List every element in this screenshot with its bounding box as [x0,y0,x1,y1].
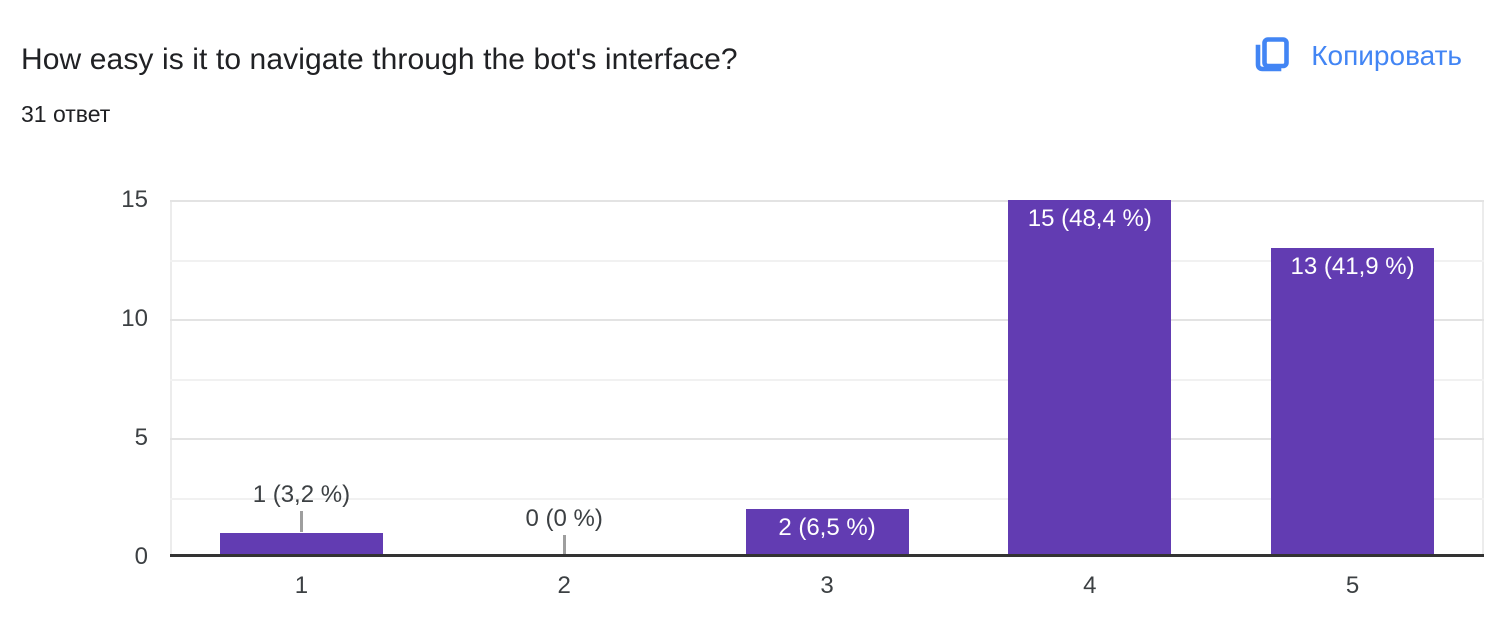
y-axis-label: 15 [121,186,148,213]
annotation-stem [562,535,566,556]
y-axis-label: 10 [121,305,148,332]
bar [219,533,383,557]
x-axis-label: 5 [1345,572,1360,599]
x-axis-label: 1 [294,572,309,599]
copy-icon [1250,34,1294,78]
bar-value-label: 2 (6,5 %) [778,514,876,542]
annotation-stem [299,511,303,533]
gridline [170,497,1484,500]
responses-count: 31 ответ [21,101,111,127]
copy-button[interactable]: Копировать [1248,28,1464,84]
gridline [170,438,1484,440]
bar [1008,200,1172,557]
gridline [170,378,1484,381]
y-axis-label: 0 [134,543,148,570]
gridline [170,259,1484,262]
x-axis-label: 4 [1083,572,1097,599]
bar [745,509,909,557]
x-axis-line [170,554,1484,557]
x-axis: 1 2 3 4 5 [170,562,1484,602]
y-axis: 0 5 10 15 [0,186,148,570]
x-axis-label: 2 [557,572,571,599]
plot-area: 1 (3,2 %) 0 (0 %) 2 (6,5 %) 15 (48,4 %) 13 (… [170,200,1484,557]
copy-button-label: Копировать [1311,40,1462,71]
x-axis-label: 3 [820,572,834,599]
bar-value-label: 15 (48,4 %) [1027,205,1152,232]
y-axis-label: 5 [134,424,148,451]
bar-value-label: 0 (0 %) [525,505,603,532]
gridline [170,319,1484,321]
gridline [170,200,1484,202]
bar-value-label: 1 (3,2 %) [252,481,351,509]
bar-value-label: 13 (41,9 %) [1290,252,1415,280]
page-title: How easy is it to navigate through the b… [21,43,738,76]
bar [1271,247,1435,557]
